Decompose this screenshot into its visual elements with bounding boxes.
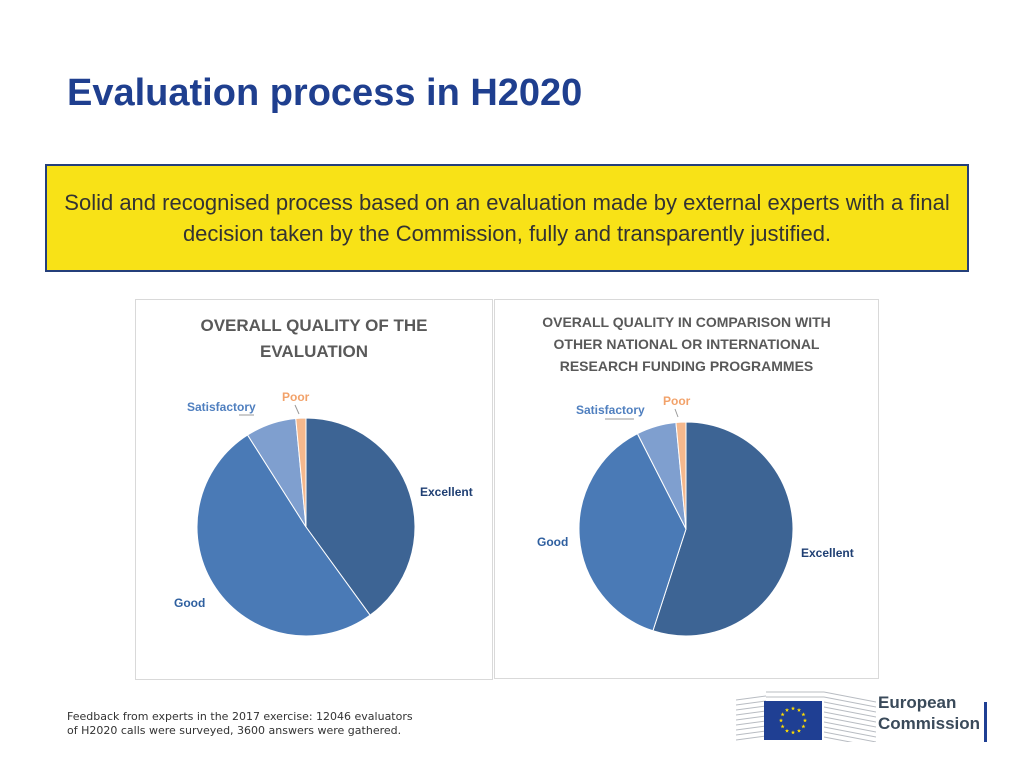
eu-star-icon <box>801 724 806 729</box>
logo-divider <box>984 702 987 742</box>
logo-line-1: European <box>878 693 957 712</box>
leader-line-overall-quality-poor <box>294 404 300 415</box>
eu-star-icon <box>790 730 796 735</box>
chart-overall-quality-title-line-1: OVERALL QUALITY OF THE <box>201 316 428 335</box>
slice-label-comparison-poor: Poor <box>663 394 691 408</box>
eu-star-icon <box>790 706 796 711</box>
pie-chart-overall-quality-svg: OVERALL QUALITY OF THE EVALUATION Excellen… <box>174 316 473 637</box>
slice-label-overall-quality-satisfactory: Satisfactory <box>187 400 256 414</box>
slice-label-comparison-satisfactory: Satisfactory <box>576 403 645 417</box>
european-commission-logo: European Commission <box>736 686 992 744</box>
eu-star-icon <box>801 712 806 717</box>
european-commission-wordmark: European Commission <box>878 692 980 734</box>
pie-chart-overall-quality: OVERALL QUALITY OF THE EVALUATION Excellen… <box>135 299 493 680</box>
chart-comparison-title-line-3: RESEARCH FUNDING PROGRAMMES <box>560 358 814 374</box>
eu-star-icon <box>796 707 802 712</box>
eu-star-icon <box>784 728 790 733</box>
key-message-box: Solid and recognised process based on an… <box>45 164 969 272</box>
chart-comparison-title-line-1: OVERALL QUALITY IN COMPARISON WITH <box>542 314 831 330</box>
footnote-line-1: Feedback from experts in the 2017 exerci… <box>67 710 413 723</box>
eu-star-icon <box>802 718 808 723</box>
pie-slice-overall-quality-good <box>196 434 371 637</box>
pie-slice-overall-quality-poor <box>295 417 307 528</box>
footnote-line-2: of H2020 calls were surveyed, 3600 answe… <box>67 724 402 737</box>
chart-comparison-title-line-2: OTHER NATIONAL OR INTERNATIONAL <box>554 336 820 352</box>
eu-stars-icon <box>778 706 808 735</box>
slice-label-overall-quality-excellent: Excellent <box>420 485 473 499</box>
pie-slice-comparison-excellent <box>652 421 794 637</box>
pie-slice-comparison-poor <box>675 421 687 530</box>
pie-slice-comparison-good <box>578 432 687 632</box>
chart-overall-quality-title-line-2: EVALUATION <box>260 342 368 361</box>
leader-line-comparison-poor <box>674 408 679 418</box>
key-message-text: Solid and recognised process based on an… <box>64 190 950 246</box>
slice-label-comparison-excellent: Excellent <box>801 546 854 560</box>
eu-star-icon <box>780 712 785 717</box>
eu-star-icon <box>796 728 802 733</box>
pie-slice-overall-quality-excellent <box>305 417 416 616</box>
pie-chart-comparison-svg: OVERALL QUALITY IN COMPARISON WITH OTHER … <box>537 314 854 637</box>
slice-label-comparison-good: Good <box>537 535 568 549</box>
eu-flag-icon <box>764 701 822 740</box>
eu-star-icon <box>784 707 790 712</box>
slice-label-overall-quality-poor: Poor <box>282 390 310 404</box>
survey-footnote: Feedback from experts in the 2017 exerci… <box>67 710 447 738</box>
logo-line-2: Commission <box>878 714 981 733</box>
eu-star-icon <box>778 718 784 723</box>
pie-chart-comparison: OVERALL QUALITY IN COMPARISON WITH OTHER … <box>494 299 879 679</box>
slide-title: Evaluation process in H2020 <box>67 72 583 114</box>
berlaymont-building-icon <box>736 691 876 742</box>
slice-label-overall-quality-good: Good <box>174 596 205 610</box>
eu-star-icon <box>780 724 785 729</box>
